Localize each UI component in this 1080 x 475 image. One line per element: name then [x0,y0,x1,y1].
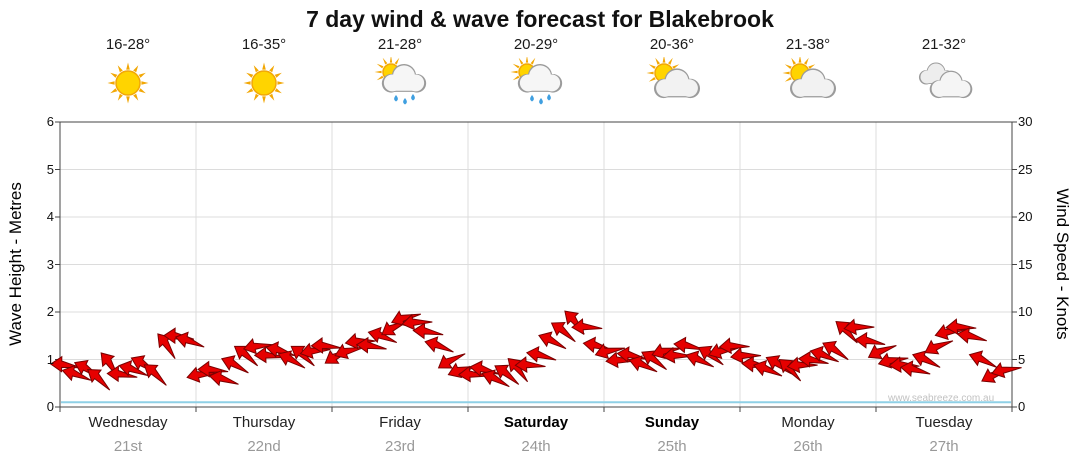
day-name: Friday [379,414,421,431]
day-label: Wednesday 21st [60,414,196,455]
right-axis-tick-label: 10 [1018,304,1033,319]
day-date: 22nd [247,438,281,455]
cloudy-icon [912,57,976,109]
watermark: www.seabreeze.com.au [888,393,995,404]
day-temp-range: 20-29° [513,36,559,53]
left-axis-tick-label: 3 [46,256,54,272]
day-column: 20-29° [468,36,604,109]
left-axis-tick-label: 0 [46,399,54,414]
day-temp-range: 16-28° [105,36,151,53]
left-axis-tick-label: 1 [46,351,54,367]
day-name: Tuesday [915,414,973,431]
day-column: 21-32° [876,36,1012,109]
day-label: Saturday 24th [468,414,604,455]
sunny-icon [96,57,160,109]
day-temp-range: 21-28° [377,36,423,53]
day-date: 26th [793,438,823,455]
day-temp-range: 16-35° [241,36,287,53]
partly-cloudy-icon [640,57,704,109]
day-date: 24th [521,438,551,455]
left-axis-tick-label: 5 [46,161,54,177]
left-axis-tick-label: 4 [46,209,54,224]
day-label: Monday 26th [740,414,876,455]
day-column: 21-28° [332,36,468,109]
right-axis-tick-label: 15 [1018,256,1033,272]
day-label: Friday 23rd [332,414,468,455]
left-axis-tick-label: 6 [46,114,54,129]
right-axis-tick-label: 25 [1018,161,1033,177]
day-label: Thursday 22nd [196,414,332,455]
wind-arrows [49,310,1022,391]
right-axis-title: Wind Speed - Knots [1053,188,1072,340]
right-axis-tick-label: 0 [1018,399,1026,414]
day-date: 27th [929,438,959,455]
sun-showers-icon [368,57,432,109]
day-date: 25th [657,438,687,455]
day-temp-range: 21-32° [921,36,967,53]
page-title: 7 day wind & wave forecast for Blakebroo… [306,6,774,32]
day-column: 21-38° [740,36,876,109]
day-column: 16-28° [60,36,196,109]
day-name: Thursday [232,414,296,431]
right-axis-tick-label: 30 [1018,114,1033,129]
day-temp-range: 20-36° [649,36,695,53]
day-label: Tuesday 27th [876,414,1012,455]
day-label: Sunday 25th [604,414,740,455]
day-headers-row: 16-28° 16-35° 21-28° 20-29° 20-36° 21-38… [60,36,1012,109]
right-axis-tick-label: 20 [1018,209,1033,224]
right-axis-tick-label: 5 [1018,351,1026,367]
day-date: 23rd [384,438,416,455]
left-axis-tick-label: 2 [46,304,54,319]
sun-showers-icon [504,57,568,109]
day-date: 21st [113,438,143,455]
day-name: Saturday [503,414,569,431]
day-name: Monday [781,414,835,431]
partly-cloudy-icon [776,57,840,109]
day-temp-range: 21-38° [785,36,831,53]
sunny-icon [232,57,296,109]
x-axis-day-labels: Wednesday 21st Thursday 22nd Friday 23rd… [60,414,1012,455]
day-column: 16-35° [196,36,332,109]
day-name: Sunday [644,414,700,431]
day-column: 20-36° [604,36,740,109]
day-name: Wednesday [88,414,168,431]
